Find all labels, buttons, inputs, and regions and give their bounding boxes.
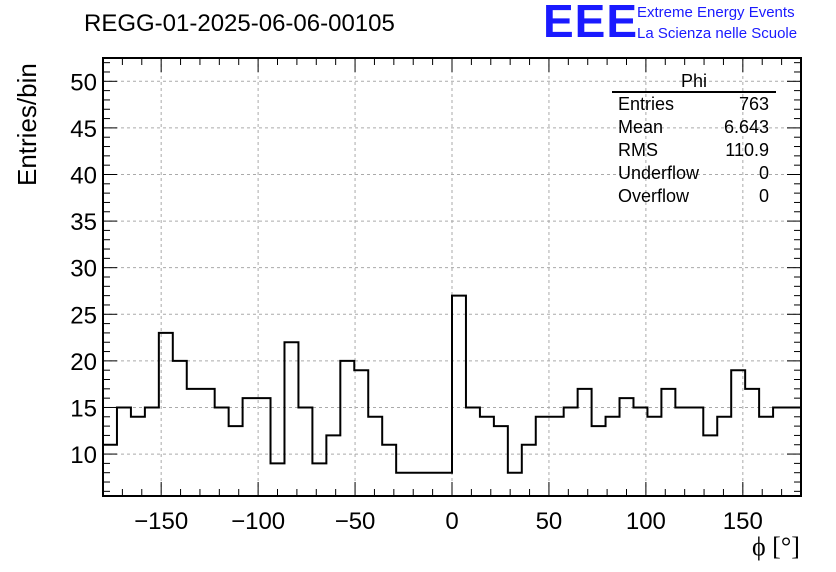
x-tick-label: 50 [536, 508, 563, 535]
x-axis-label: ϕ [°] [752, 532, 800, 561]
histogram-bin [717, 417, 731, 496]
histogram-bin [368, 417, 382, 496]
stats-label: Overflow [618, 186, 690, 206]
x-tick-label: 100 [626, 508, 666, 535]
histogram-bin [215, 407, 229, 496]
histogram-bin [689, 407, 703, 496]
y-tick-label: 50 [70, 69, 97, 96]
x-tick-label: −50 [335, 508, 376, 535]
stats-row-overflow: Overflow 0 [612, 185, 776, 208]
histogram-bin [494, 426, 508, 496]
stats-label: Underflow [618, 163, 700, 183]
histogram-bin [731, 370, 745, 496]
histogram-bin [298, 407, 312, 496]
histogram-bin [620, 398, 634, 496]
logo-line-2: La Scienza nelle Scuole [637, 25, 798, 42]
histogram-bin [410, 473, 424, 496]
histogram-bin [243, 398, 257, 496]
stats-box: Phi Entries 763 Mean 6.643 RMS 110.9 Und… [612, 72, 776, 208]
histogram-bin [284, 342, 298, 496]
histogram-bin [452, 296, 466, 496]
histogram-bin [312, 463, 326, 496]
stats-value: 110.9 [725, 140, 769, 160]
stats-row-mean: Mean 6.643 [612, 116, 776, 139]
histogram-bin [340, 361, 354, 496]
eee-logo: EEE [543, 0, 639, 47]
histogram-bin [550, 417, 564, 496]
histogram-bin [187, 389, 201, 496]
stats-value: 0 [758, 186, 769, 206]
histogram-bin [438, 473, 452, 496]
y-tick-label: 15 [70, 395, 97, 422]
chart-title: REGG-01-2025-06-06-00105 [84, 10, 395, 37]
histogram-bin [103, 445, 117, 496]
histogram-bin [257, 398, 271, 496]
y-tick-label: 10 [70, 442, 97, 469]
histogram-bin [229, 426, 243, 496]
stats-row-rms: RMS 110.9 [612, 139, 776, 162]
histogram-bin [661, 389, 675, 496]
histogram-bin [647, 417, 661, 496]
histogram-bin [354, 370, 368, 496]
y-tick-label: 20 [70, 349, 97, 376]
histogram-bin [145, 407, 159, 496]
y-tick-label: 35 [70, 209, 97, 236]
y-axis-label-text: Entries/bin [12, 63, 42, 186]
histogram-bin [536, 417, 550, 496]
histogram-bin [675, 407, 689, 496]
histogram-bin [382, 445, 396, 496]
histogram-bin [787, 407, 801, 496]
x-tick-label: −100 [231, 508, 285, 535]
histogram-bin [173, 361, 187, 496]
stats-label: RMS [618, 140, 658, 160]
histogram-bin [703, 435, 717, 496]
histogram-bin [117, 407, 131, 496]
y-tick-label: 25 [70, 302, 97, 329]
histogram-bin [131, 417, 145, 496]
stats-label: Mean [618, 117, 664, 137]
histogram-bin [201, 389, 215, 496]
histogram-bin [745, 389, 759, 496]
y-tick-label: 30 [70, 256, 97, 283]
histogram-bin [578, 389, 592, 496]
stats-value: 0 [758, 163, 769, 183]
stats-title: Phi [612, 72, 776, 93]
stats-value: 763 [738, 94, 769, 114]
histogram-bin [424, 473, 438, 496]
histogram-bin [480, 417, 494, 496]
stats-row-entries: Entries 763 [612, 93, 776, 116]
histogram-bin [606, 417, 620, 496]
stats-value: 6.643 [723, 117, 769, 137]
histogram-bin [773, 407, 787, 496]
histogram-bin [466, 407, 480, 496]
logo-line-1: Extreme Energy Events [637, 4, 795, 21]
histogram-outline [103, 294, 801, 474]
histogram-bin [592, 426, 606, 496]
x-tick-label: −150 [134, 508, 188, 535]
histogram-bin [522, 445, 536, 496]
histogram-bin [564, 407, 578, 496]
stats-label: Entries [618, 94, 675, 114]
histogram-bin [396, 473, 410, 496]
x-tick-label: 0 [445, 508, 458, 535]
histogram-bin [326, 435, 340, 496]
x-tick-label: 150 [723, 508, 763, 535]
y-tick-label: 45 [70, 116, 97, 143]
histogram-bin [159, 333, 173, 496]
histogram-bin [759, 417, 773, 496]
stats-row-underflow: Underflow 0 [612, 162, 776, 185]
y-tick-label: 40 [70, 162, 97, 189]
histogram-bin [633, 407, 647, 496]
